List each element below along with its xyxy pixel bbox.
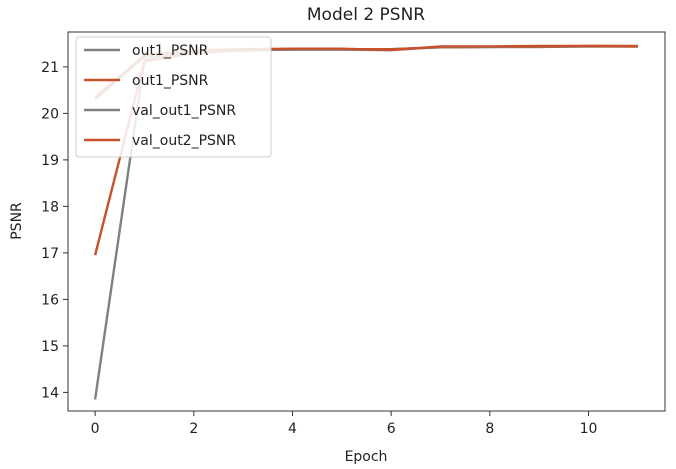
x-tick-label: 6 xyxy=(387,421,396,437)
y-axis-label: PSNR xyxy=(9,202,25,240)
y-tick-label: 17 xyxy=(41,246,59,262)
legend-frame xyxy=(75,36,272,158)
y-tick-label: 16 xyxy=(41,292,59,308)
legend-label: val_out1_PSNR xyxy=(132,103,236,119)
y-axis-ticks: 14 15 16 17 18 19 20 21 xyxy=(41,60,68,401)
y-tick-label: 15 xyxy=(41,339,59,355)
y-tick-label: 19 xyxy=(41,153,59,169)
x-tick-label: 0 xyxy=(91,421,100,437)
x-axis-ticks: 0 2 4 6 8 10 xyxy=(91,411,598,437)
legend: out1_PSNR out1_PSNR val_out1_PSNR val_out2_… xyxy=(75,36,272,158)
chart-title: Model 2 PSNR xyxy=(307,5,425,25)
y-tick-label: 21 xyxy=(41,60,59,76)
legend-label: out1_PSNR xyxy=(132,73,209,89)
x-tick-label: 10 xyxy=(580,421,598,437)
x-tick-label: 4 xyxy=(288,421,297,437)
plot-area xyxy=(67,31,666,412)
legend-label: out1_PSNR xyxy=(132,43,209,59)
y-tick-label: 20 xyxy=(41,106,59,122)
x-tick-label: 8 xyxy=(485,421,494,437)
legend-label: val_out2_PSNR xyxy=(132,133,236,149)
x-tick-label: 2 xyxy=(189,421,198,437)
y-tick-label: 18 xyxy=(41,199,59,215)
y-tick-label: 14 xyxy=(41,385,59,401)
x-axis-label: Epoch xyxy=(345,449,388,465)
